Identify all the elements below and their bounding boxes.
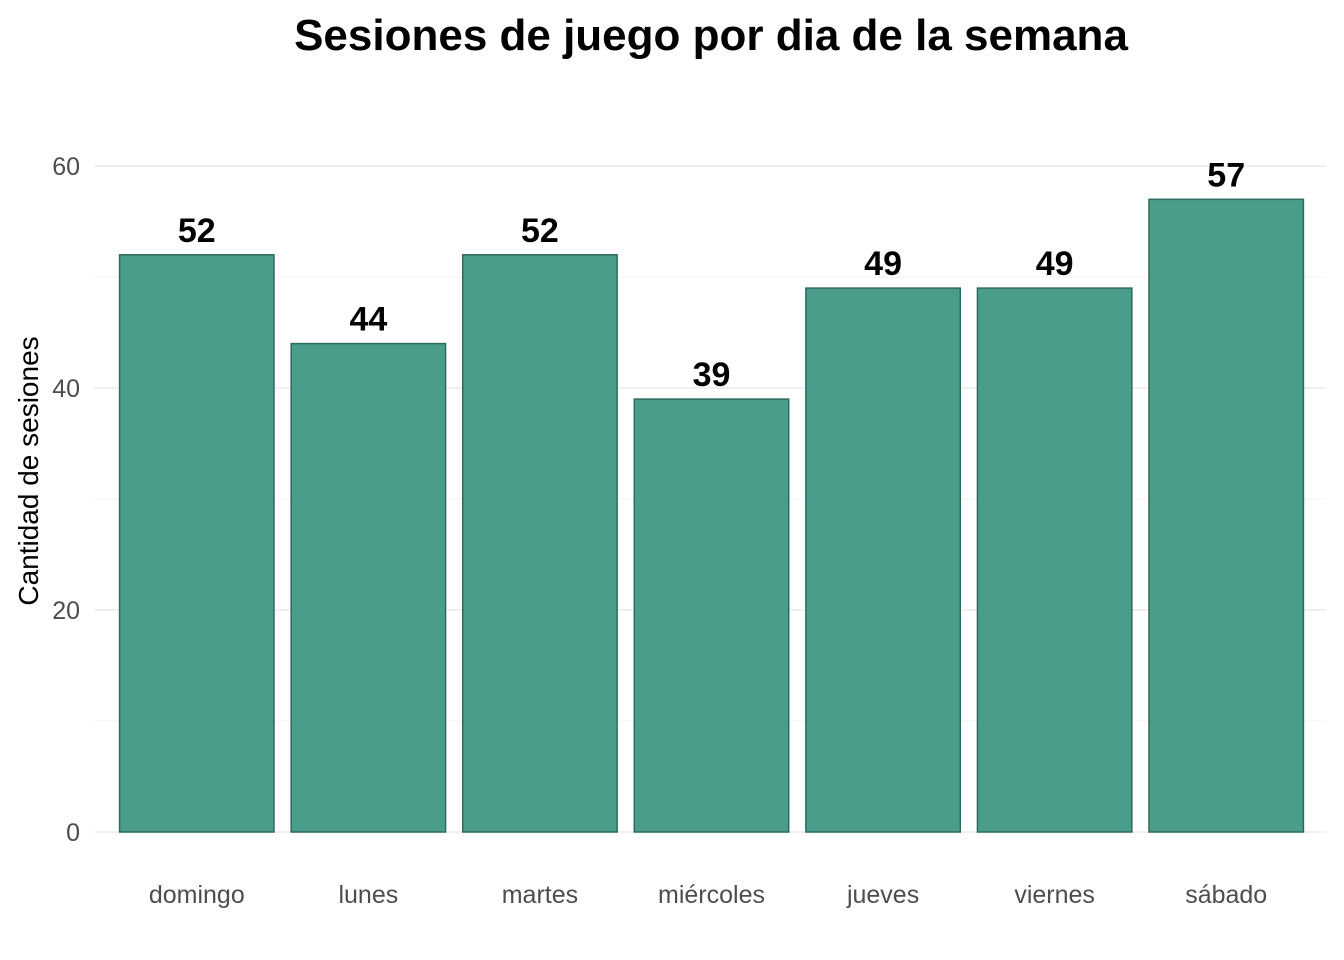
y-tick-label: 40 xyxy=(52,375,80,403)
y-tick-label: 60 xyxy=(52,153,80,181)
data-label: 49 xyxy=(864,245,902,283)
x-tick-label: viernes xyxy=(1014,881,1095,909)
chart-title: Sesiones de juego por dia de la semana xyxy=(294,11,1128,60)
data-label: 52 xyxy=(521,212,559,250)
bar-miércoles xyxy=(633,398,790,833)
x-tick-label: martes xyxy=(502,881,578,909)
data-label: 57 xyxy=(1207,156,1245,194)
y-axis-label: Cantidad de sesiones xyxy=(13,336,44,605)
bar-domingo xyxy=(118,254,275,833)
y-tick-label: 20 xyxy=(52,597,80,625)
data-label: 39 xyxy=(693,356,731,394)
x-tick-label: lunes xyxy=(338,881,398,909)
x-axis-ticks: domingo lunes martes miércoles jueves viernes… xyxy=(149,881,1267,909)
bar-martes xyxy=(461,254,618,833)
bar-viernes xyxy=(976,287,1133,833)
data-labels: 52 44 52 39 49 49 57 xyxy=(178,156,1245,394)
data-label: 52 xyxy=(178,212,216,250)
data-label: 49 xyxy=(1036,245,1074,283)
bar-lunes xyxy=(290,342,447,833)
x-tick-label: miércoles xyxy=(658,881,765,909)
bars xyxy=(118,198,1305,833)
bar-jueves xyxy=(805,287,962,833)
x-tick-label: sábado xyxy=(1185,881,1267,909)
y-axis-ticks: 0 20 40 60 xyxy=(52,153,80,847)
x-tick-label: domingo xyxy=(149,881,245,909)
x-tick-label: jueves xyxy=(846,881,919,909)
y-tick-label: 0 xyxy=(66,819,80,847)
bar-sábado xyxy=(1148,198,1305,833)
data-label: 44 xyxy=(349,301,387,339)
